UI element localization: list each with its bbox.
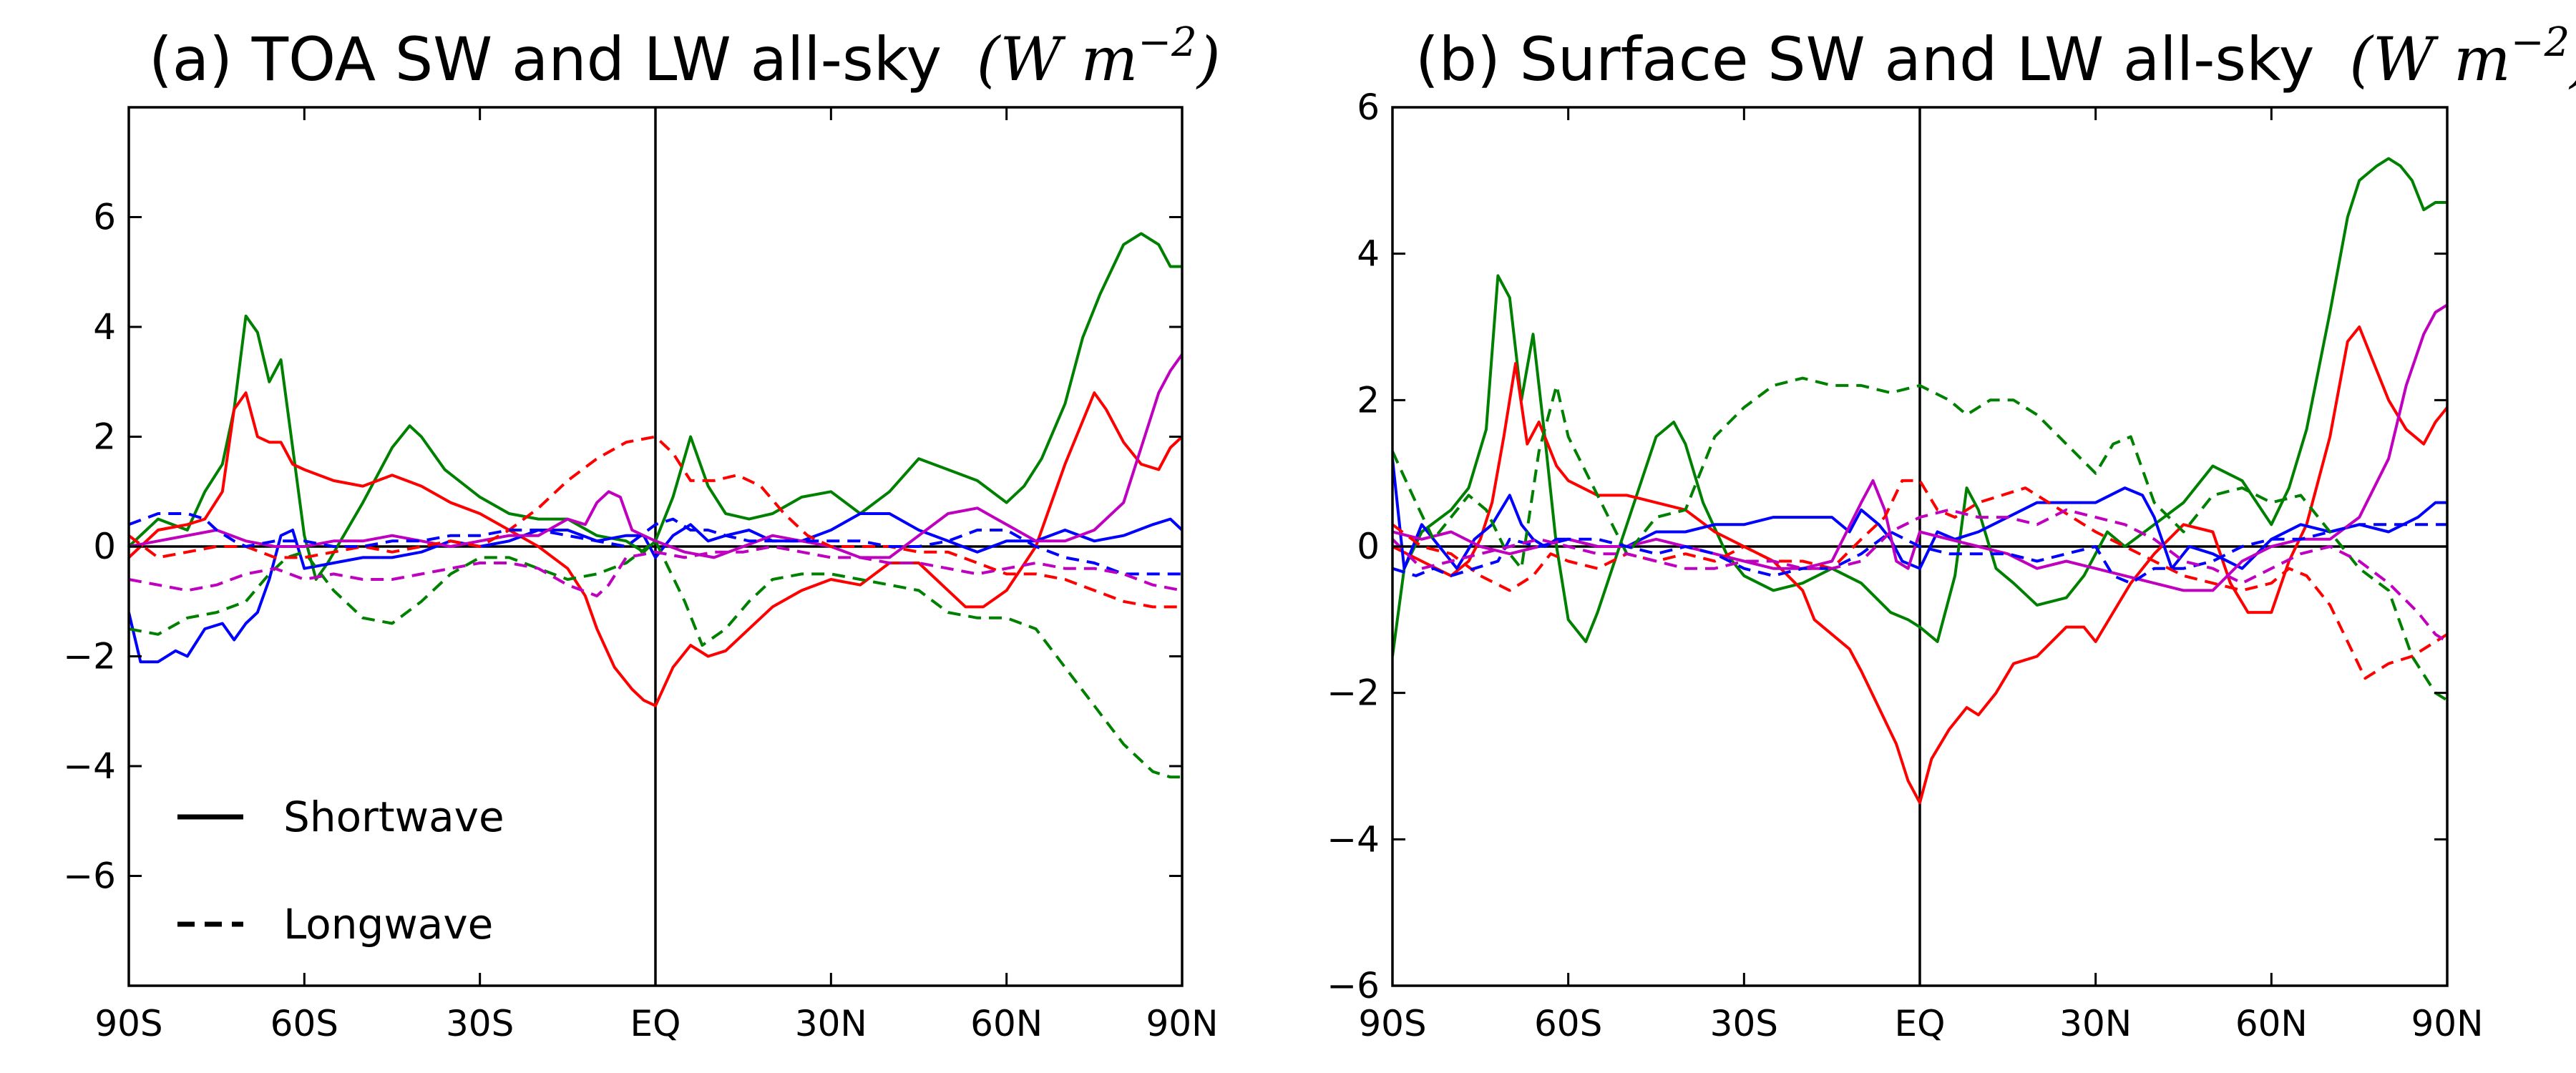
panel-a-xtick-label: 60S [270, 1003, 338, 1044]
panel-b-ytick-label: 6 [1357, 87, 1380, 128]
panel-a-ytick-label: −6 [63, 856, 116, 897]
panel-a-ytick-label: 6 [93, 197, 116, 238]
panel-a-ytick-label: 0 [93, 526, 116, 567]
panel-b-xtick-label: EQ [1895, 1003, 1946, 1044]
panel-b-ytick-label: −4 [1327, 818, 1380, 860]
legend-shortwave-label: Shortwave [283, 793, 504, 841]
panel-b-series-3-solid-line [1392, 303, 2447, 592]
panel-b-xtick-label: 90S [1358, 1003, 1426, 1044]
panel-b-xtick-label: 60S [1534, 1003, 1602, 1044]
panel-b-series-4-dashed-line [1392, 376, 2447, 702]
panel-a-series-3-solid-line [129, 353, 1182, 559]
panel-b-ytick-label: −6 [1327, 965, 1380, 1006]
panel-b-series-5-dashed-line [1392, 479, 2447, 680]
panel-a-series-1-solid-line [129, 391, 1182, 707]
panel-b-series-7-dashed-line [1392, 508, 2447, 643]
panel-a-ytick-label: −4 [63, 745, 116, 787]
panel-a-ytick-label: −2 [63, 636, 116, 677]
panel-b-xtick-label: 90N [2411, 1003, 2483, 1044]
panel-b-ytick-label: −2 [1327, 672, 1380, 714]
panel-a-series-6-dashed-line [129, 512, 1182, 576]
panel-a-series-0-solid-line [129, 232, 1182, 581]
panel-b-xtick-label: 60N [2235, 1003, 2308, 1044]
panel-a-xtick-label: 90N [1146, 1003, 1218, 1044]
panel-a-title: (a) TOA SW and LW all-sky (W m−2) [149, 19, 1221, 94]
panel-b-ytick-label: 4 [1357, 233, 1380, 275]
panel-a-xtick-label: EQ [630, 1003, 681, 1044]
panel-a-xtick-label: 90S [94, 1003, 162, 1044]
panel-b-xtick-label: 30N [2059, 1003, 2132, 1044]
panel-a-series-5-dashed-line [129, 435, 1182, 609]
panel-a-toa: (a) TOA SW and LW all-sky (W m−2) 90S 60S… [63, 19, 1220, 1044]
panel-b-ytick-label: 0 [1357, 526, 1380, 567]
panel-b-series-0-solid-line [1392, 157, 2447, 657]
panel-a-units: (W m [977, 24, 1138, 94]
legend: Shortwave Longwave [177, 793, 504, 949]
panel-b-units: (W m [2349, 24, 2510, 94]
panel-b-series-1-solid-line [1392, 325, 2447, 805]
panel-a-ytick-label: 2 [93, 416, 116, 458]
panel-b-surface: (b) Surface SW and LW all-sky (W m−2) 90… [1327, 19, 2576, 1044]
panel-a-ytick-label: 4 [93, 306, 116, 348]
panel-a-series-2-solid-line [129, 512, 1182, 664]
panel-a-xtick-label: 30S [446, 1003, 514, 1044]
panel-b-xtick-label: 30S [1710, 1003, 1778, 1044]
panel-b-title: (b) Surface SW and LW all-sky (W m−2) [1415, 19, 2576, 94]
panel-a-xtick-label: 60N [970, 1003, 1043, 1044]
panel-a-series-7-dashed-line [129, 545, 1182, 598]
panel-a-xtick-label: 30N [795, 1003, 867, 1044]
legend-longwave-label: Longwave [283, 900, 493, 949]
panel-a-series-4-dashed-line [129, 539, 1182, 779]
panel-b-ytick-label: 2 [1357, 379, 1380, 421]
